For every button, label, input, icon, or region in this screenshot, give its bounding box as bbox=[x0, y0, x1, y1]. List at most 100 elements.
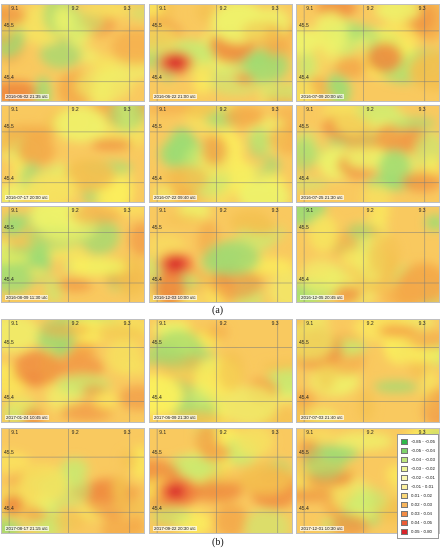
deformation-patch bbox=[101, 515, 129, 533]
deformation-patch bbox=[63, 158, 116, 192]
deformation-patch bbox=[224, 106, 265, 128]
lon-label: 9.2 bbox=[219, 6, 227, 12]
lat-label: 45.5 bbox=[152, 124, 162, 131]
lon-label: 9.3 bbox=[271, 208, 279, 214]
lat-label: 45.5 bbox=[299, 124, 309, 131]
deformation-patch bbox=[357, 389, 375, 422]
deformation-patch bbox=[111, 28, 144, 66]
map-panel: 9.1 9.2 9.3 45.5 45.4 2017-07-03 21:40 utc bbox=[296, 319, 440, 423]
lon-label: 9.2 bbox=[366, 321, 374, 327]
lat-label: 45.5 bbox=[4, 124, 14, 131]
lat-label: 45.5 bbox=[4, 340, 14, 347]
subfigure-caption-a: (a) bbox=[212, 305, 224, 316]
lon-label: 9.1 bbox=[11, 107, 19, 113]
deformation-patch bbox=[308, 215, 339, 253]
legend-swatch bbox=[401, 501, 408, 508]
lat-label: 45.4 bbox=[4, 505, 14, 512]
legend-entry: 0.04 - 0.05 bbox=[401, 518, 435, 527]
acquisition-timestamp: 2016-06-02 21:35 utc bbox=[5, 94, 49, 99]
deformation-patch bbox=[377, 324, 418, 339]
legend-swatch bbox=[401, 528, 408, 535]
deformation-patch bbox=[398, 262, 439, 302]
deformation-map bbox=[150, 5, 292, 101]
lon-label: 9.3 bbox=[418, 107, 426, 113]
deformation-patch bbox=[118, 385, 144, 411]
deformation-patch bbox=[297, 51, 317, 81]
deformation-patch bbox=[70, 207, 122, 225]
deformation-patch bbox=[344, 136, 389, 150]
deformation-map bbox=[297, 106, 439, 202]
deformation-map bbox=[2, 5, 144, 101]
legend-label: 0.02 - 0.03 bbox=[411, 502, 432, 507]
deformation-patch bbox=[39, 322, 93, 338]
deformation-map bbox=[150, 207, 292, 302]
legend-label: 0.01 - 0.02 bbox=[411, 493, 432, 498]
deformation-patch bbox=[408, 51, 439, 91]
legend-swatch bbox=[401, 447, 408, 454]
deformation-patch bbox=[12, 350, 62, 387]
lon-label: 9.1 bbox=[306, 208, 314, 214]
lon-label: 9.3 bbox=[418, 430, 426, 436]
deformation-patch bbox=[111, 498, 144, 515]
deformation-map bbox=[297, 207, 439, 302]
deformation-patch bbox=[425, 214, 439, 231]
deformation-patch bbox=[112, 474, 129, 502]
deformation-patch bbox=[2, 5, 27, 27]
lat-label: 45.5 bbox=[4, 23, 14, 30]
deformation-patch bbox=[369, 207, 390, 227]
legend-entry: -0.01 - 0.01 bbox=[401, 482, 435, 491]
legend-entry: 0.03 - 0.04 bbox=[401, 509, 435, 518]
deformation-patch bbox=[243, 47, 289, 83]
lat-label: 45.5 bbox=[299, 449, 309, 456]
deformation-patch bbox=[203, 240, 260, 276]
deformation-patch bbox=[165, 212, 203, 225]
deformation-patch bbox=[150, 233, 185, 259]
legend-label: -0.01 - 0.01 bbox=[411, 484, 434, 489]
subsidence-hotspot bbox=[166, 484, 185, 499]
lon-label: 9.2 bbox=[366, 107, 374, 113]
acquisition-timestamp: 2017-01-24 10:45 utc bbox=[5, 415, 49, 420]
deformation-patch bbox=[356, 106, 399, 124]
acquisition-timestamp: 2016-07-22 09:40 utc bbox=[153, 195, 197, 200]
lon-label: 9.3 bbox=[271, 321, 279, 327]
deformation-patch bbox=[75, 68, 133, 101]
deformation-patch bbox=[406, 328, 439, 350]
deformation-patch bbox=[299, 259, 343, 296]
deformation-patch bbox=[313, 11, 348, 54]
lon-label: 9.2 bbox=[219, 321, 227, 327]
legend-entry: -0.03 - -0.02 bbox=[401, 464, 435, 473]
lon-label: 9.1 bbox=[159, 6, 167, 12]
deformation-patch bbox=[235, 429, 275, 457]
lon-label: 9.2 bbox=[219, 430, 227, 436]
lat-label: 45.4 bbox=[299, 75, 309, 82]
deformation-patch bbox=[52, 510, 86, 531]
lat-label: 45.5 bbox=[299, 23, 309, 30]
acquisition-timestamp: 2017-12-01 10:30 utc bbox=[300, 526, 344, 531]
lat-label: 45.5 bbox=[299, 225, 309, 232]
lon-label: 9.2 bbox=[71, 6, 79, 12]
lon-label: 9.2 bbox=[71, 321, 79, 327]
deformation-patch bbox=[17, 135, 55, 167]
lon-label: 9.3 bbox=[123, 430, 131, 436]
deformation-patch bbox=[367, 232, 401, 276]
deformation-map bbox=[2, 429, 144, 533]
lat-label: 45.4 bbox=[4, 395, 14, 402]
deformation-patch bbox=[333, 56, 367, 79]
lon-label: 9.1 bbox=[306, 321, 314, 327]
deformation-patch bbox=[190, 60, 211, 76]
lat-label: 45.5 bbox=[299, 340, 309, 347]
legend-entry: -0.85 - -0.05 bbox=[401, 437, 435, 446]
lon-label: 9.2 bbox=[71, 430, 79, 436]
subfigure-caption-b: (b) bbox=[212, 537, 224, 548]
deformation-patch bbox=[59, 354, 104, 382]
deformation-patch bbox=[2, 265, 34, 294]
lon-label: 9.3 bbox=[418, 6, 426, 12]
deformation-patch bbox=[53, 106, 108, 143]
deformation-patch bbox=[366, 42, 403, 73]
deformation-patch bbox=[92, 54, 118, 76]
deformation-patch bbox=[297, 27, 319, 55]
deformation-patch bbox=[128, 222, 144, 257]
deformation-patch bbox=[56, 278, 93, 292]
color-legend: -0.85 - -0.05 -0.05 - -0.04 -0.04 - -0.03 -… bbox=[397, 434, 439, 539]
lat-label: 45.4 bbox=[299, 176, 309, 183]
